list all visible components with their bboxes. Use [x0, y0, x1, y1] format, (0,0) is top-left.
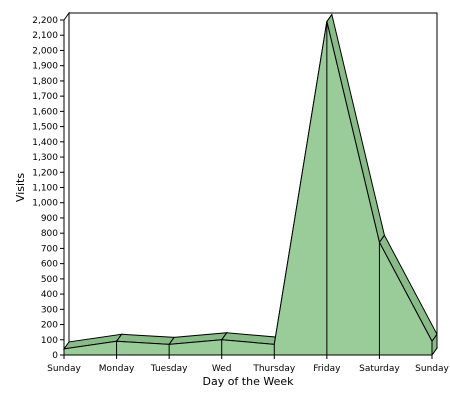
- y-tick-label: 300: [41, 305, 58, 315]
- y-tick-label: 1,100: [32, 184, 58, 194]
- y-tick-label: 800: [41, 229, 58, 239]
- y-tick-label: 1,700: [32, 92, 58, 102]
- y-tick-label: 1,900: [32, 62, 58, 72]
- y-tick-label: 700: [41, 244, 58, 254]
- area-series: [62, 13, 438, 357]
- x-tick-label: Wed: [212, 364, 232, 374]
- x-tick-label: Sunday: [47, 364, 81, 374]
- y-tick-label: 1,800: [32, 77, 58, 87]
- y-tick-label: 1,200: [32, 168, 58, 178]
- y-tick-label: 900: [41, 214, 58, 224]
- left-wall: [63, 11, 70, 357]
- y-tick-label: 2,100: [32, 31, 58, 41]
- x-tick-label: Thursday: [252, 364, 296, 374]
- y-tick-label: 200: [41, 321, 58, 331]
- y-tick-label: 1,500: [32, 123, 58, 133]
- y-axis-ticks: 0 100 200 300 400 500 600 700 800 900 1,000 1,100 1,…: [32, 16, 64, 361]
- y-tick-label: 600: [41, 260, 58, 270]
- x-tick-label: Friday: [313, 364, 341, 374]
- x-axis-ticks: Sunday Monday Tuesday Wed Thursday Friday Satu…: [47, 355, 450, 374]
- y-tick-label: 400: [41, 290, 58, 300]
- x-tick-label: Saturday: [359, 364, 400, 374]
- x-tick-label: Tuesday: [150, 364, 188, 374]
- y-tick-label: 1,400: [32, 138, 58, 148]
- y-tick-label: 1,000: [32, 199, 58, 209]
- area-end-cap: [431, 332, 438, 357]
- x-tick-label: Sunday: [415, 364, 449, 374]
- y-tick-label: 1,300: [32, 153, 58, 163]
- y-tick-label: 2,200: [32, 16, 58, 26]
- x-axis-title: Day of the Week: [202, 375, 294, 388]
- x-tick-label: Monday: [99, 364, 135, 374]
- y-tick-label: 2,000: [32, 46, 58, 56]
- y-tick-label: 0: [52, 351, 58, 361]
- y-axis-title: Visits: [14, 173, 27, 202]
- y-tick-label: 1,600: [32, 107, 58, 117]
- y-tick-label: 100: [41, 336, 58, 346]
- y-tick-label: 500: [41, 275, 58, 285]
